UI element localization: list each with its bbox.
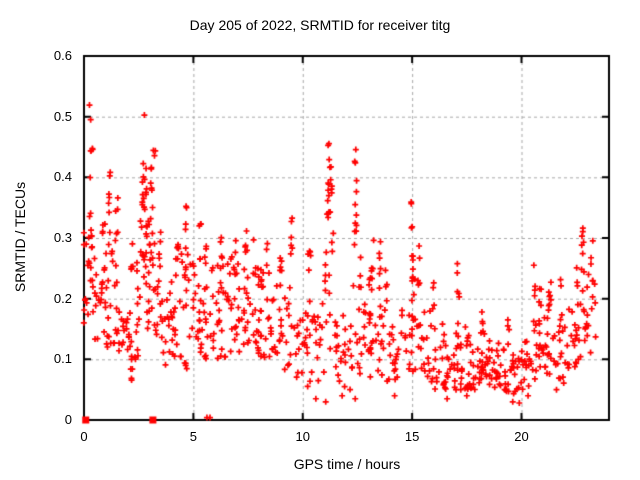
y-tick-label: 0.4 [53, 169, 72, 185]
x-tick-label: 10 [295, 429, 310, 444]
y-tick-label: 0.3 [53, 230, 72, 245]
x-tick-label: 20 [514, 429, 529, 444]
x-tick-label: 0 [80, 429, 88, 444]
y-tick-label: 0.5 [53, 108, 72, 124]
y-tick-label: 0.1 [53, 351, 72, 367]
y-tick-label: 0.6 [53, 48, 72, 63]
y-tick-label: 0 [64, 412, 72, 427]
x-tick-label: 15 [404, 429, 420, 444]
y-tick-label: 0.2 [53, 290, 72, 306]
x-tick-label: 5 [189, 429, 197, 444]
